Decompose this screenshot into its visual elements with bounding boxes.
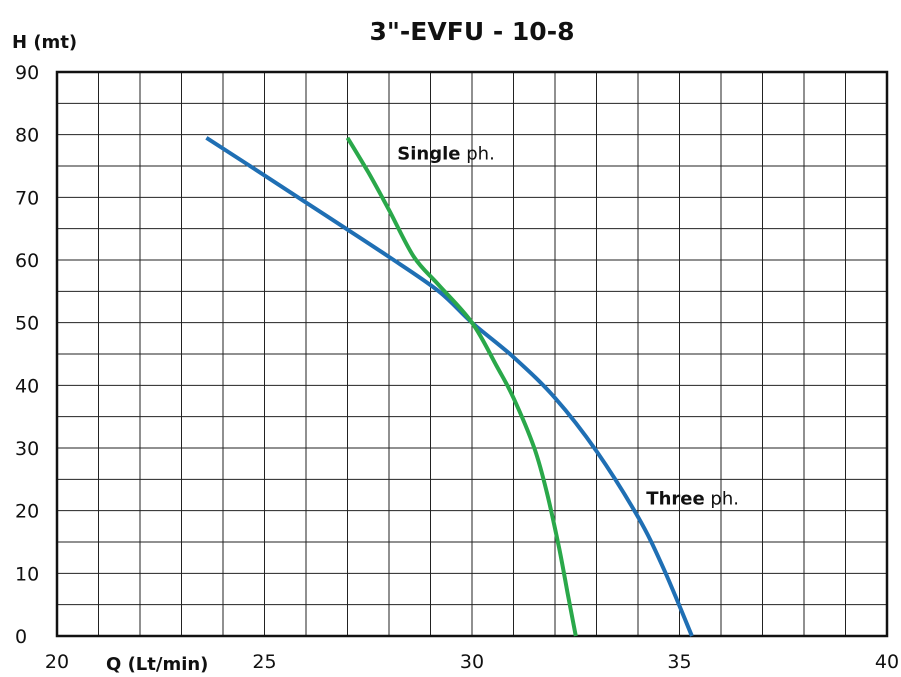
annotation-three-ph: Three ph.	[646, 488, 739, 509]
series-annotations: Single ph.Three ph.	[397, 144, 739, 510]
series-line-three-ph	[205, 136, 694, 637]
grid	[55, 70, 889, 638]
y-tick-label: 30	[15, 438, 39, 460]
x-tick-label: 30	[460, 651, 484, 673]
x-tick-label: 20	[45, 651, 69, 673]
y-tick-label: 0	[15, 626, 27, 648]
tick-labels: 0 10 20 30 40 50 60 70 80 90 20 25 30 35 40	[15, 62, 899, 673]
y-tick-label: 60	[15, 250, 39, 272]
y-tick-label: 80	[15, 125, 39, 147]
annotation-single-ph: Single ph.	[397, 144, 495, 165]
series-group	[205, 136, 694, 637]
annotation-rest-part: ph.	[705, 488, 739, 509]
x-tick-label: 40	[875, 651, 899, 673]
y-tick-label: 50	[15, 313, 39, 335]
y-axis-title: H (mt)	[12, 32, 77, 53]
annotation-bold-part: Single	[397, 144, 460, 165]
annotation-rest-part: ph.	[461, 144, 495, 165]
series-line-single-ph	[345, 136, 578, 637]
y-tick-label: 10	[15, 563, 39, 585]
x-axis-title: Q (Lt/min)	[106, 654, 208, 675]
x-tick-label: 25	[252, 651, 276, 673]
x-tick-label: 35	[667, 651, 691, 673]
y-tick-label: 20	[15, 501, 39, 523]
y-tick-label: 90	[15, 62, 39, 84]
y-tick-label: 70	[15, 187, 39, 209]
chart-title: 3"-EVFU - 10-8	[370, 17, 575, 46]
y-tick-label: 40	[15, 375, 39, 397]
plot-frame	[55, 70, 889, 638]
annotation-bold-part: Three	[646, 488, 704, 509]
